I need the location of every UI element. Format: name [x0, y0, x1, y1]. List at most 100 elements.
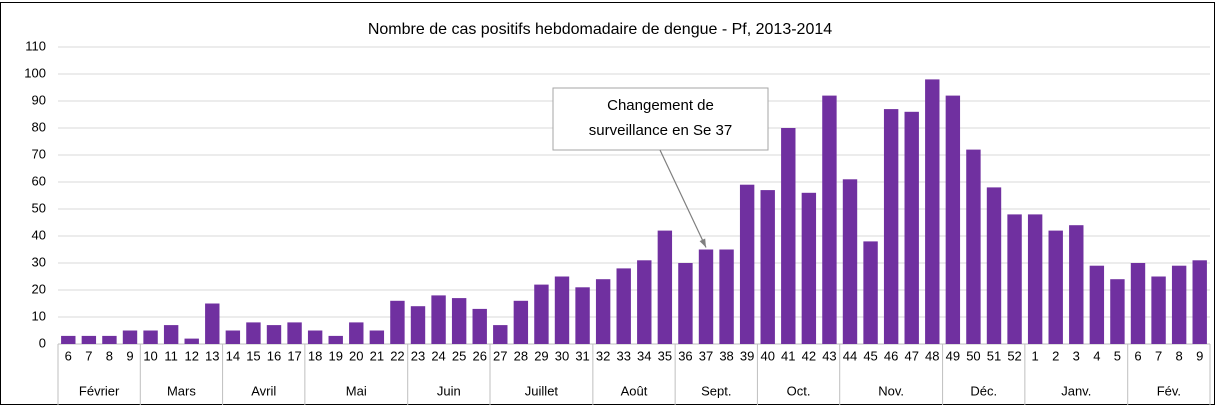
x-group-label: Août [621, 383, 648, 398]
y-tick-label: 60 [32, 173, 46, 188]
x-tick-label: 35 [658, 348, 672, 363]
x-tick-label: 41 [781, 348, 795, 363]
x-group-label: Nov. [878, 383, 904, 398]
x-tick-label: 1 [1032, 348, 1039, 363]
bar [698, 249, 714, 344]
chart-title: Nombre de cas positifs hebdomadaire de d… [368, 21, 832, 38]
x-tick-label: 11 [164, 348, 178, 363]
x-tick-label: 29 [534, 348, 548, 363]
x-tick-label: 28 [514, 348, 528, 363]
bar [616, 268, 631, 344]
x-tick-label: 3 [1073, 348, 1080, 363]
bar [904, 111, 919, 344]
x-tick-label: 44 [843, 348, 857, 363]
bar [1048, 230, 1063, 344]
bar [678, 263, 693, 344]
x-tick-label: 48 [925, 348, 939, 363]
x-tick-label: 38 [719, 348, 733, 363]
x-tick-label: 21 [370, 348, 384, 363]
y-tick-label: 40 [32, 227, 46, 242]
annotation-text: Changement de [607, 97, 714, 114]
bar [225, 330, 241, 344]
bar [61, 335, 76, 344]
bar [822, 95, 837, 344]
y-tick-label: 10 [32, 308, 46, 323]
y-tick-label: 70 [32, 146, 46, 161]
bar [122, 330, 138, 344]
bar [842, 179, 858, 344]
x-group-label: Février [79, 383, 120, 398]
x-group-label: Avril [251, 383, 276, 398]
bar [1089, 265, 1105, 344]
bar [328, 335, 343, 344]
bar [410, 306, 426, 344]
x-tick-label: 37 [699, 348, 713, 363]
bar [883, 109, 899, 344]
x-tick-label: 39 [740, 348, 754, 363]
x-tick-label: 33 [616, 348, 630, 363]
bar [657, 230, 673, 344]
bar [1110, 279, 1125, 344]
y-tick-label: 30 [32, 254, 46, 269]
bar [801, 192, 817, 344]
bar [1069, 225, 1084, 344]
x-tick-label: 27 [493, 348, 507, 363]
x-tick-label: 49 [946, 348, 960, 363]
bar [554, 276, 570, 344]
bar [81, 335, 97, 344]
x-group-label: Mars [167, 383, 196, 398]
y-tick-label: 0 [39, 335, 46, 350]
bar [307, 330, 323, 344]
x-group-label: Juin [437, 383, 461, 398]
bar [266, 325, 282, 344]
arrow-head [699, 238, 706, 248]
bar [1192, 260, 1207, 344]
x-tick-label: 47 [904, 348, 918, 363]
x-group-label: Juillet [525, 383, 559, 398]
bar [390, 300, 405, 344]
bar [513, 300, 529, 344]
x-tick-label: 8 [106, 348, 113, 363]
x-tick-label: 15 [246, 348, 260, 363]
x-tick-label: 51 [987, 348, 1001, 363]
y-tick-label: 80 [32, 119, 46, 134]
bar [575, 287, 590, 344]
x-group-label: Sept. [701, 383, 731, 398]
bar [349, 322, 364, 344]
x-tick-label: 25 [452, 348, 466, 363]
x-group-label: Mai [346, 383, 367, 398]
y-tick-label: 50 [32, 200, 46, 215]
bar [534, 284, 549, 344]
bar [925, 79, 940, 345]
x-tick-label: 40 [760, 348, 774, 363]
x-tick-label: 17 [287, 348, 301, 363]
x-tick-label: 32 [596, 348, 610, 363]
x-tick-label: 46 [884, 348, 898, 363]
x-tick-label: 23 [411, 348, 425, 363]
x-tick-label: 9 [126, 348, 133, 363]
x-tick-label: 7 [1155, 348, 1162, 363]
x-tick-label: 26 [472, 348, 486, 363]
bar [143, 330, 158, 344]
x-tick-label: 10 [143, 348, 157, 363]
x-group-label: Fév. [1157, 383, 1181, 398]
bar [739, 184, 755, 344]
x-tick-label: 19 [328, 348, 342, 363]
bar [945, 95, 961, 344]
x-tick-label: 12 [184, 348, 198, 363]
bar [1151, 276, 1166, 344]
x-tick-label: 45 [863, 348, 877, 363]
bar [1007, 214, 1022, 344]
x-tick-label: 30 [555, 348, 569, 363]
x-tick-label: 42 [802, 348, 816, 363]
bar [205, 303, 220, 344]
x-tick-label: 7 [85, 348, 92, 363]
x-tick-label: 36 [678, 348, 692, 363]
bar [472, 308, 487, 344]
bar [966, 149, 981, 344]
bar [719, 249, 734, 344]
bar [493, 325, 508, 344]
x-group-label: Oct. [787, 383, 811, 398]
annotation-arrow [659, 149, 707, 248]
